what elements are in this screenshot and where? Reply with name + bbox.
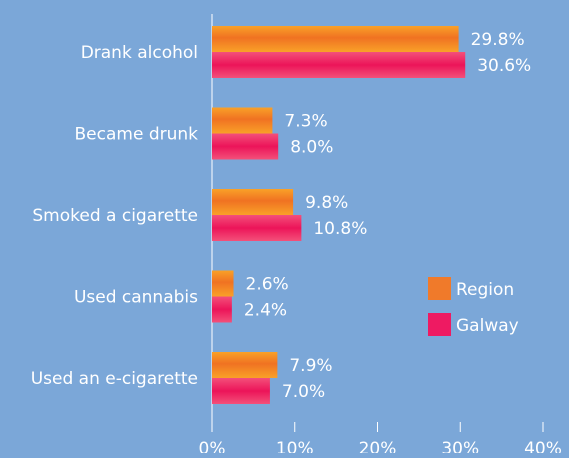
legend-swatch-region: [428, 277, 451, 300]
category-label: Used cannabis: [74, 288, 198, 308]
bar-galway: [212, 215, 302, 241]
x-tick-label: 0%: [199, 439, 226, 453]
bar-galway: [212, 133, 279, 160]
bar-region: [212, 352, 278, 378]
bar-region: [212, 107, 273, 134]
data-label-region: 7.9%: [289, 356, 332, 376]
category-label: Became drunk: [75, 125, 199, 145]
data-label-galway: 10.8%: [313, 219, 367, 239]
bar-galway: [212, 52, 466, 78]
data-label-galway: 7.0%: [282, 382, 325, 402]
data-label-galway: 30.6%: [477, 56, 531, 76]
x-tick-label: 30%: [441, 439, 479, 453]
x-tick-label: 10%: [276, 439, 314, 453]
bar-galway: [212, 296, 232, 323]
data-label-region: 2.6%: [246, 275, 289, 295]
data-label-galway: 2.4%: [244, 301, 287, 321]
x-tick-label: 20%: [359, 439, 397, 453]
bar-galway: [212, 378, 270, 404]
legend-swatch-galway: [428, 313, 451, 336]
bar-region: [212, 270, 234, 297]
data-label-region: 29.8%: [471, 30, 525, 50]
category-label: Used an e-cigarette: [31, 369, 198, 389]
data-label-galway: 8.0%: [290, 138, 333, 158]
bar-region: [212, 189, 294, 215]
data-label-region: 7.3%: [284, 112, 327, 132]
x-tick-label: 40%: [524, 439, 562, 453]
category-label: Smoked a cigarette: [32, 206, 198, 226]
category-label: Drank alcohol: [81, 43, 198, 63]
legend-label-galway: Galway: [456, 316, 519, 336]
bar-region: [212, 26, 459, 52]
data-label-region: 9.8%: [305, 193, 348, 213]
legend-label-region: Region: [456, 280, 514, 300]
